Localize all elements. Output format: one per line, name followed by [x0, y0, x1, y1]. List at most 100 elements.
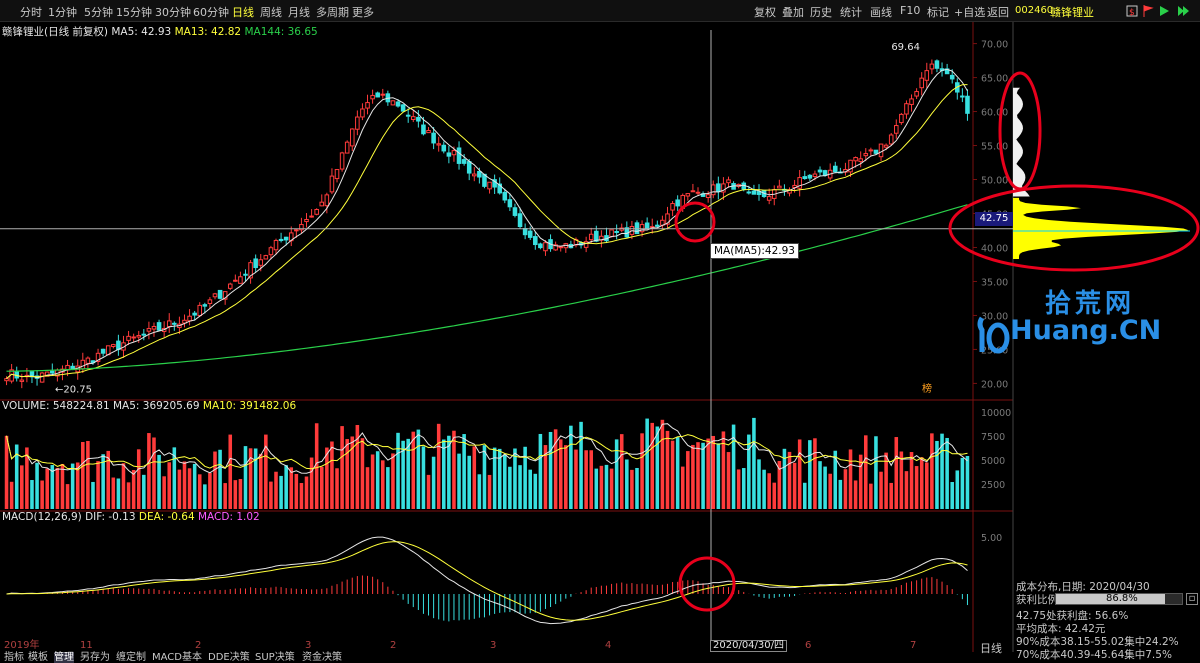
timeframe-tab[interactable]: 更多 — [352, 6, 374, 19]
timeframe-tab[interactable]: 周线 — [260, 6, 282, 19]
volume-bar — [30, 480, 34, 509]
tool-button[interactable]: F10 — [900, 4, 921, 17]
timeframe-tab[interactable]: 60分钟 — [193, 6, 229, 19]
tool-button[interactable]: 统计 — [840, 6, 862, 19]
candle-body — [609, 229, 614, 238]
volume-bar — [391, 453, 395, 509]
volume-bar — [853, 480, 858, 509]
macd-label: MACD(12,26,9) — [2, 511, 82, 523]
tool-button[interactable]: 画线 — [870, 6, 892, 19]
tool-button[interactable]: 历史 — [810, 6, 832, 19]
timeframe-tab[interactable]: 5分钟 — [84, 6, 113, 19]
timeframe-tab[interactable]: 日线 — [232, 6, 254, 19]
volume-bar — [345, 439, 349, 509]
candle-body — [355, 116, 360, 130]
volume-bar — [340, 426, 344, 509]
bottom-tab[interactable]: MACD基本 — [152, 652, 202, 663]
volume-bar — [574, 449, 578, 509]
volume-bar — [248, 448, 253, 509]
candle-body — [507, 199, 513, 208]
timeframe-tab[interactable]: 分时 — [20, 6, 42, 19]
forward-icon[interactable] — [1176, 4, 1190, 18]
volume-bar — [736, 469, 741, 509]
volume-bar — [726, 452, 731, 509]
stock-chart[interactable]: 70.00 65.00 60.00 55.00 50.00 4 5.00 40.00 35.00… — [0, 22, 1200, 652]
volume-bar — [706, 438, 710, 509]
volume-bar — [14, 444, 19, 509]
volume-bar — [965, 456, 970, 509]
volume-bar — [157, 454, 161, 509]
candle-body — [726, 179, 731, 184]
candle-body — [522, 228, 528, 236]
bottom-tab[interactable]: 指标 — [4, 652, 24, 663]
volume-bar — [721, 431, 726, 509]
volume-bar — [81, 441, 85, 509]
candle-body — [512, 207, 518, 216]
timeframe-tab[interactable]: 30分钟 — [155, 6, 191, 19]
bottom-tab[interactable]: SUP决策 — [255, 652, 295, 663]
timeframe-tab[interactable]: 1分钟 — [48, 6, 77, 19]
bottom-tab[interactable]: DDE决策 — [208, 652, 250, 663]
volume-bar — [513, 448, 517, 509]
bottom-tab[interactable]: 资金决策 — [302, 652, 342, 663]
volume-bar — [589, 450, 594, 509]
timeframe-tab[interactable]: 月线 — [288, 6, 310, 19]
candle-body — [339, 152, 345, 170]
volume-bar — [569, 425, 573, 509]
dea-line — [6, 541, 968, 621]
candle-body — [365, 102, 370, 109]
date-label: 2019年 — [4, 640, 40, 651]
volume-bar — [757, 459, 761, 509]
candle-body — [309, 215, 314, 218]
bottom-tab[interactable]: 管理 — [54, 652, 74, 663]
volume-tick-label: 5000 — [981, 456, 1005, 467]
tool-button[interactable]: 标记 — [927, 6, 949, 19]
candle-body — [934, 60, 940, 69]
volume-bar — [304, 476, 309, 509]
candles — [4, 59, 970, 389]
tool-button[interactable]: +自选 — [954, 6, 986, 19]
bottom-tab[interactable]: 缠定制 — [116, 652, 146, 663]
volume-bar — [477, 474, 482, 509]
candle-body — [914, 91, 919, 97]
volume-bar — [604, 464, 609, 509]
flag-icon[interactable] — [1141, 4, 1155, 18]
volume-bar — [70, 463, 75, 509]
tool-button[interactable]: 返回 — [987, 6, 1009, 19]
tool-button[interactable]: 叠加 — [782, 6, 804, 19]
volume-bar — [426, 474, 431, 509]
timeframe-tab[interactable]: 15分钟 — [116, 6, 152, 19]
volume-bar — [355, 424, 360, 509]
price-tick-label: 30.00 — [981, 311, 1008, 322]
candle-body — [344, 141, 350, 154]
volume-bar — [609, 468, 614, 509]
tool-button[interactable]: 复权 — [754, 6, 776, 19]
candle-body — [156, 322, 162, 331]
bottom-tab[interactable]: 另存为 — [80, 652, 110, 663]
expand-button[interactable]: ▫ — [1186, 593, 1198, 605]
date-label: 2 — [390, 640, 397, 651]
bottom-tab[interactable]: 模板 — [28, 652, 48, 663]
timeframe-tab[interactable]: 多周期 — [316, 6, 349, 19]
ma5-legend: MA5: 42.93 — [111, 26, 172, 38]
candle-body — [614, 230, 619, 233]
volume-bar — [919, 457, 924, 509]
candle-body — [710, 184, 716, 196]
volume-bar — [243, 446, 248, 509]
volume-bar — [294, 473, 299, 509]
volume-bar — [848, 449, 853, 509]
candle-body — [461, 159, 467, 164]
candle-body — [268, 247, 274, 256]
volume-bar — [558, 439, 563, 509]
date-label: 7 — [910, 640, 917, 651]
play-icon[interactable] — [1157, 4, 1171, 18]
volume-bar — [299, 483, 304, 509]
volume-bar — [833, 450, 838, 509]
profit-ratio-fill — [1056, 594, 1166, 604]
period-label[interactable]: 日线 — [980, 642, 1002, 655]
alarm-icon[interactable]: $ — [1125, 4, 1139, 18]
volume-bar — [274, 471, 278, 509]
volume-bar — [752, 417, 756, 509]
volume-bar — [269, 481, 273, 509]
stock-code: 002460 — [1015, 5, 1054, 16]
